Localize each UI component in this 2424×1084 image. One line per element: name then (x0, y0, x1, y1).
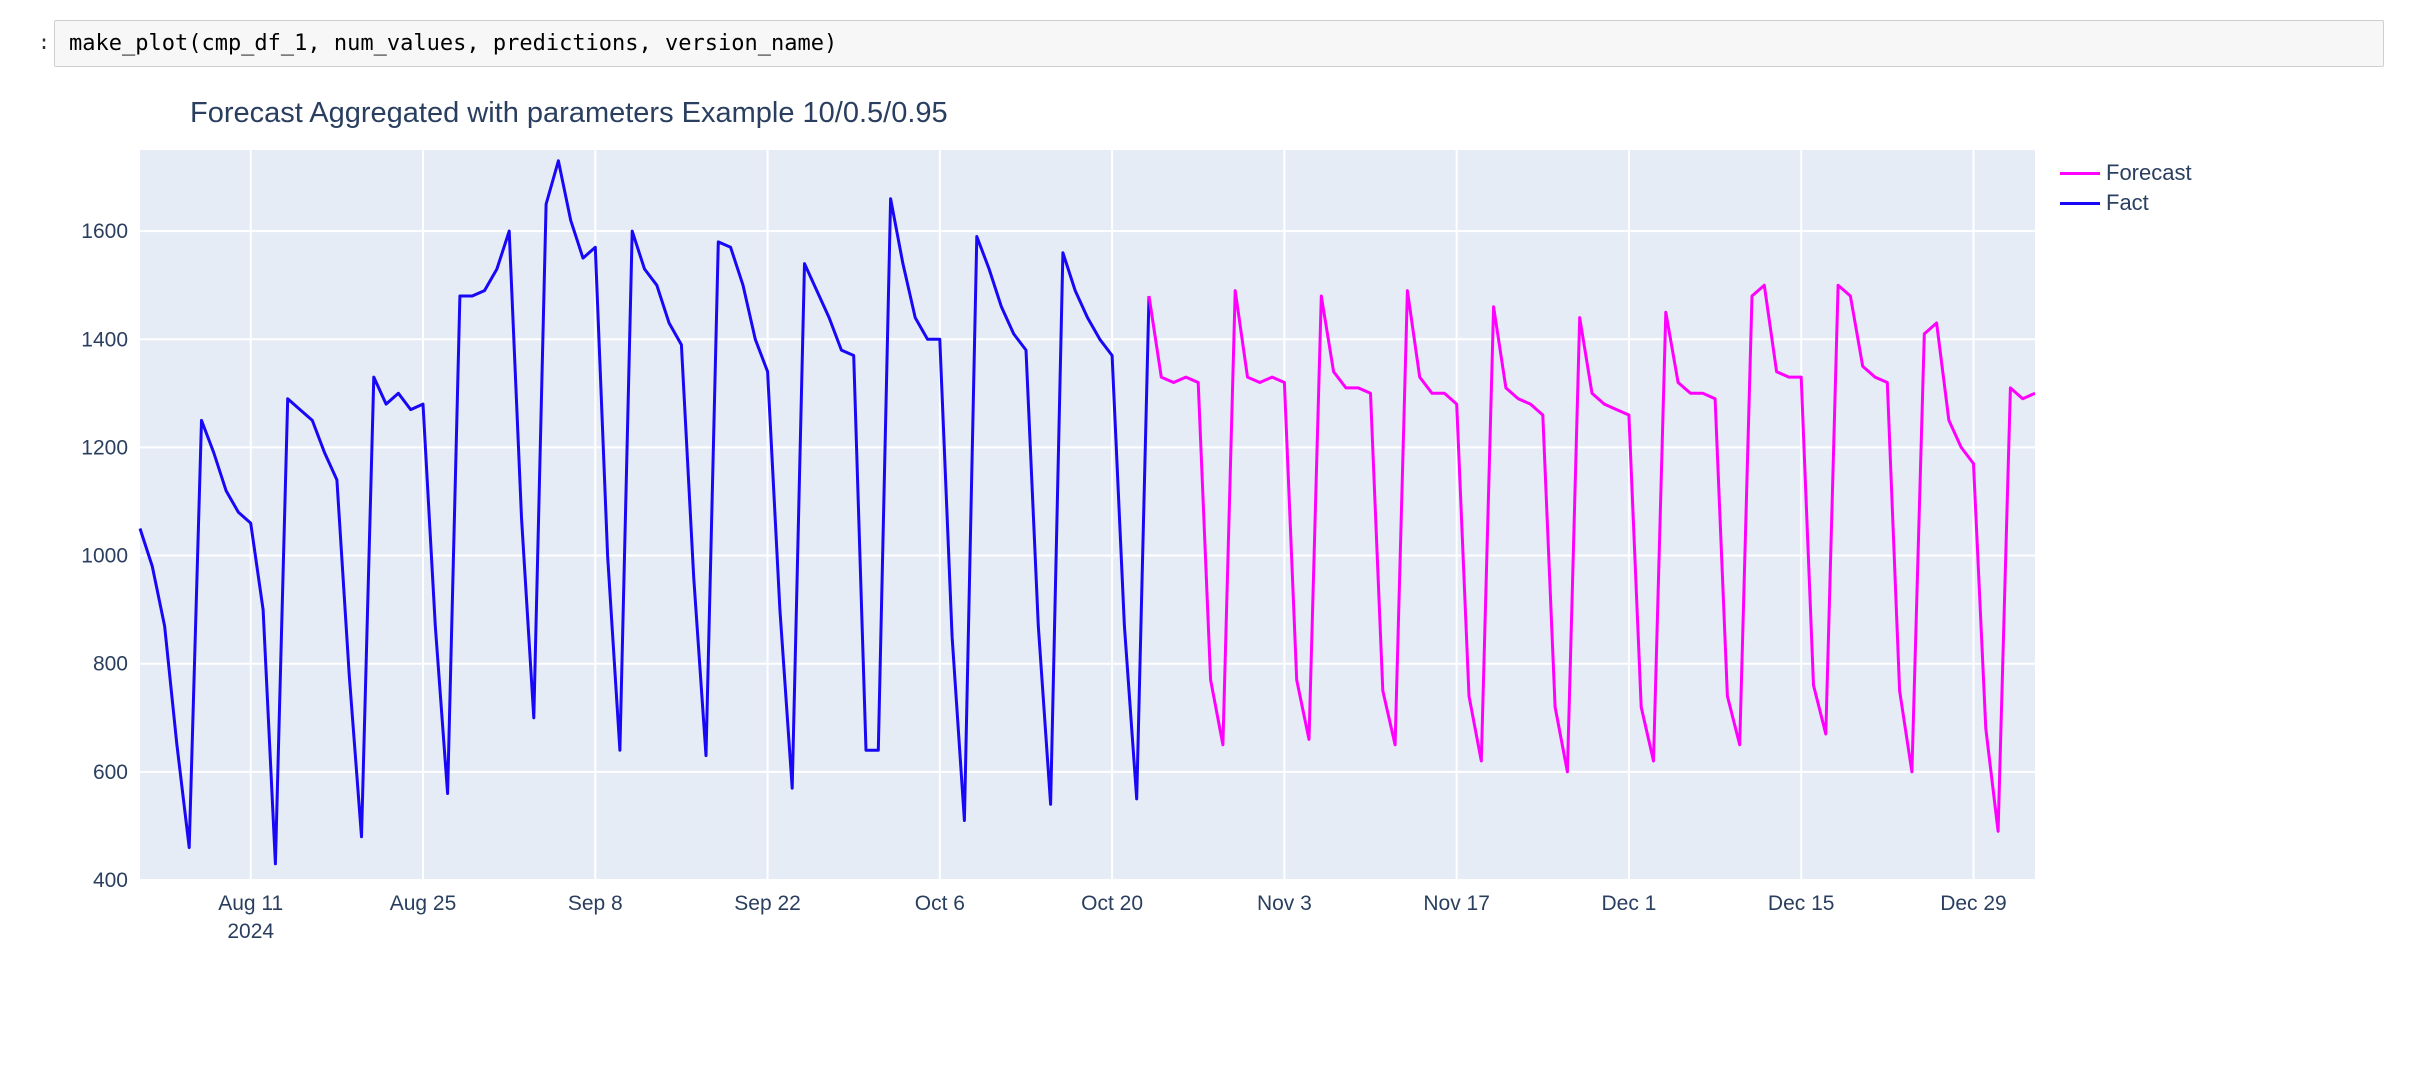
svg-text:Nov 3: Nov 3 (1257, 892, 1312, 915)
legend-swatch-fact (2060, 202, 2100, 205)
svg-text:Sep 8: Sep 8 (568, 892, 623, 915)
svg-text:400: 400 (93, 869, 128, 892)
legend: Forecast Fact (2060, 160, 2192, 220)
plot-area[interactable]: 400 600 800 1000 1200 1400 1600 Aug 11 2024 Aug 2… (50, 150, 2035, 1000)
svg-text:Oct 6: Oct 6 (915, 892, 965, 915)
svg-text:Aug 11: Aug 11 (218, 892, 283, 915)
svg-text:Dec 15: Dec 15 (1768, 892, 1835, 915)
svg-text:Dec 29: Dec 29 (1940, 892, 2007, 915)
svg-text:Oct 20: Oct 20 (1081, 892, 1143, 915)
prompt-indicator: : (20, 20, 54, 67)
legend-label-fact: Fact (2106, 190, 2149, 216)
svg-text:1600: 1600 (81, 220, 128, 243)
svg-text:Nov 17: Nov 17 (1423, 892, 1490, 915)
svg-text:Dec 1: Dec 1 (1601, 892, 1656, 915)
svg-text:Aug 25: Aug 25 (390, 892, 457, 915)
legend-label-forecast: Forecast (2106, 160, 2192, 186)
svg-text:1200: 1200 (81, 436, 128, 459)
svg-text:2024: 2024 (227, 920, 274, 943)
svg-text:1400: 1400 (81, 328, 128, 351)
chart-output: Forecast Aggregated with parameters Exam… (50, 97, 2384, 1057)
svg-text:600: 600 (93, 761, 128, 784)
legend-item-forecast[interactable]: Forecast (2060, 160, 2192, 186)
svg-text:Sep 22: Sep 22 (734, 892, 801, 915)
code-input-cell[interactable]: make_plot(cmp_df_1, num_values, predicti… (54, 20, 2384, 67)
svg-text:1000: 1000 (81, 545, 128, 568)
chart-svg[interactable]: 400 600 800 1000 1200 1400 1600 Aug 11 2024 Aug 2… (50, 150, 2035, 1000)
code-cell-row: : make_plot(cmp_df_1, num_values, predic… (20, 20, 2384, 67)
svg-text:800: 800 (93, 653, 128, 676)
chart-title: Forecast Aggregated with parameters Exam… (50, 97, 2384, 130)
legend-swatch-forecast (2060, 172, 2100, 175)
legend-item-fact[interactable]: Fact (2060, 190, 2192, 216)
